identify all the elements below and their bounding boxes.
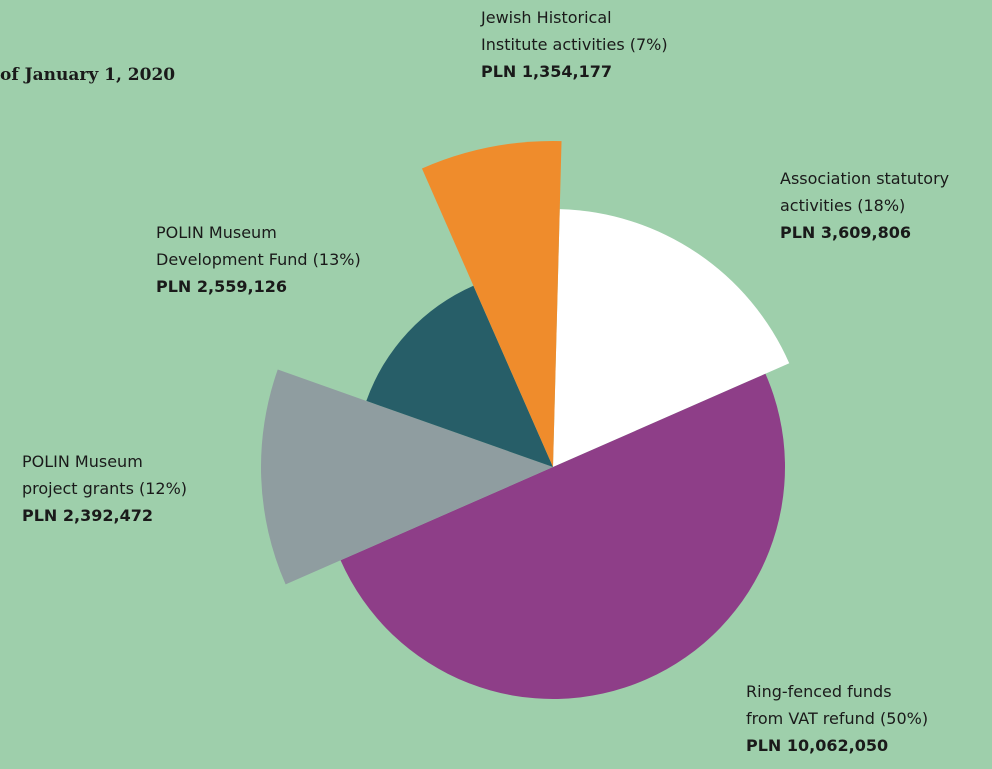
amount-label: PLN 1,354,177	[481, 62, 612, 81]
slice-label-line: activities (18%)	[780, 196, 905, 215]
pie-slice	[421, 141, 562, 468]
slice-label-rest: Development Fund	[156, 250, 313, 269]
slice-label: Ring-fenced funds	[746, 682, 892, 701]
pie-slice	[553, 209, 790, 467]
slice-label-line: from VAT refund (50%)	[746, 709, 928, 728]
value-label: (50%)	[880, 709, 928, 728]
slice-label-rest: project grants	[22, 479, 139, 498]
slice-label: POLIN Museum	[156, 223, 277, 242]
pie-slice	[366, 285, 553, 467]
value-label: (7%)	[630, 35, 668, 54]
value-label: (18%)	[857, 196, 905, 215]
slice-label-line: project grants (12%)	[22, 479, 187, 498]
chart-title: of January 1, 2020	[0, 65, 175, 85]
value-label: (13%)	[313, 250, 361, 269]
amount-label: PLN 2,392,472	[22, 506, 153, 525]
slice-label-rest: from VAT refund	[746, 709, 880, 728]
amount-label: PLN 2,559,126	[156, 277, 287, 296]
slice-label-rest: activities	[780, 196, 857, 215]
value-label: (12%)	[139, 479, 187, 498]
amount-label: PLN 10,062,050	[746, 736, 888, 755]
pie-slice	[261, 369, 553, 585]
amount-label: PLN 3,609,806	[780, 223, 911, 242]
slice-label-line: Institute activities (7%)	[481, 35, 668, 54]
pie-slice	[340, 373, 786, 699]
slice-label-line: Development Fund (13%)	[156, 250, 361, 269]
slice-label: POLIN Museum	[22, 452, 143, 471]
slice-label: Jewish Historical	[480, 8, 612, 27]
slice-label-rest: Institute activities	[481, 35, 630, 54]
slice-label: Association statutory	[780, 169, 949, 188]
